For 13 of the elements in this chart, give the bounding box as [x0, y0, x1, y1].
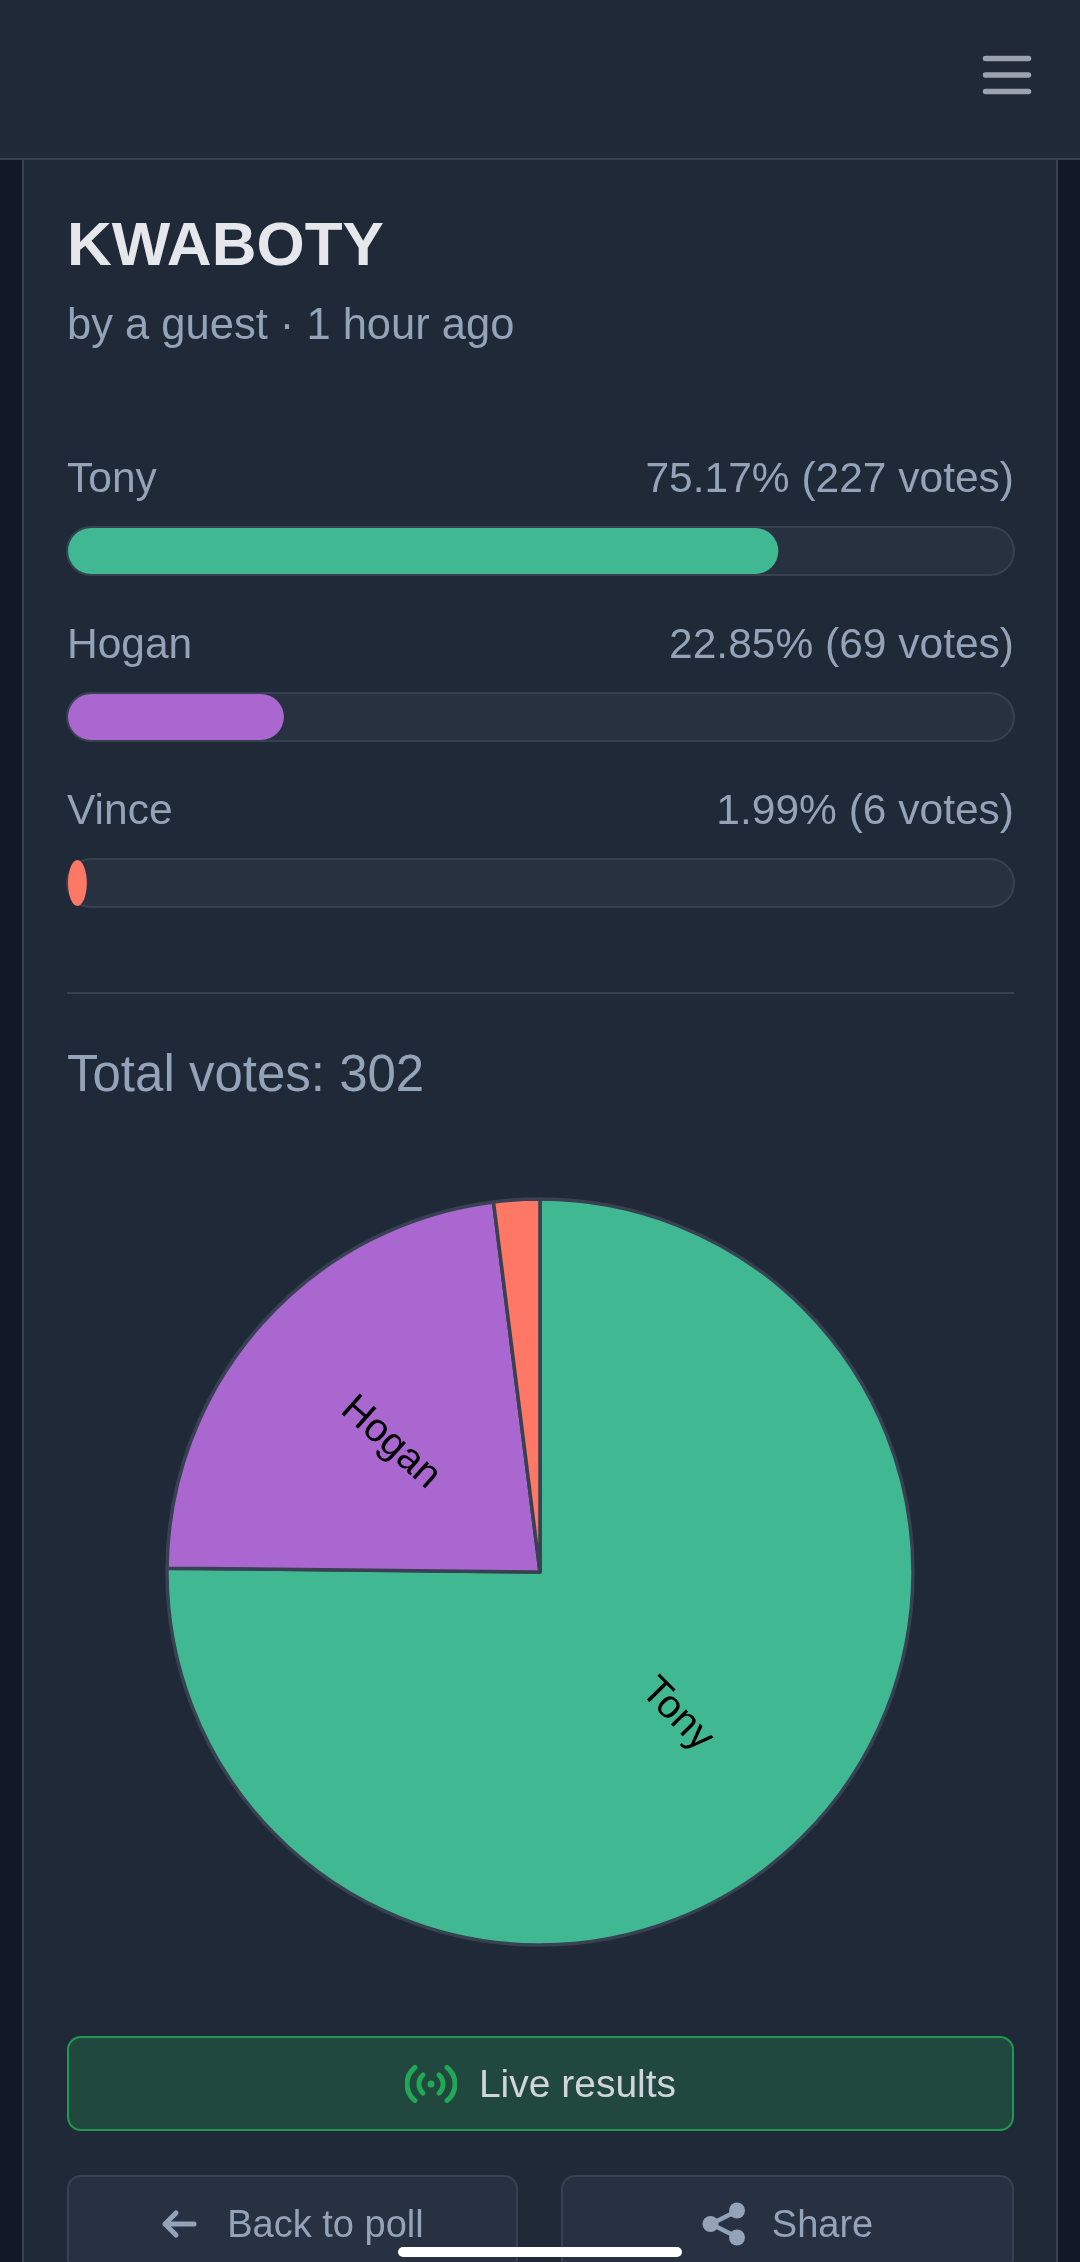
chart-title: Total votes: 302 — [67, 1045, 425, 1102]
button: Share — [561, 2175, 1014, 2262]
data-label: 1.99% (6 votes) — [716, 786, 1014, 833]
data-label: 75.17% (227 votes) — [645, 454, 1014, 501]
y-tick-label: Tony — [67, 454, 158, 501]
data-label: 22.85% (69 votes) — [669, 620, 1014, 667]
button: Back to poll — [67, 2175, 518, 2262]
chart-title: KWABOTY — [67, 209, 384, 278]
pie-slice — [165, 1197, 915, 1947]
button: Live results — [67, 2036, 1014, 2131]
chart-subtitle: by a guest · 1 hour ago — [67, 300, 515, 348]
y-tick-label: Hogan — [67, 620, 193, 667]
y-tick-label: Vince — [67, 786, 173, 833]
